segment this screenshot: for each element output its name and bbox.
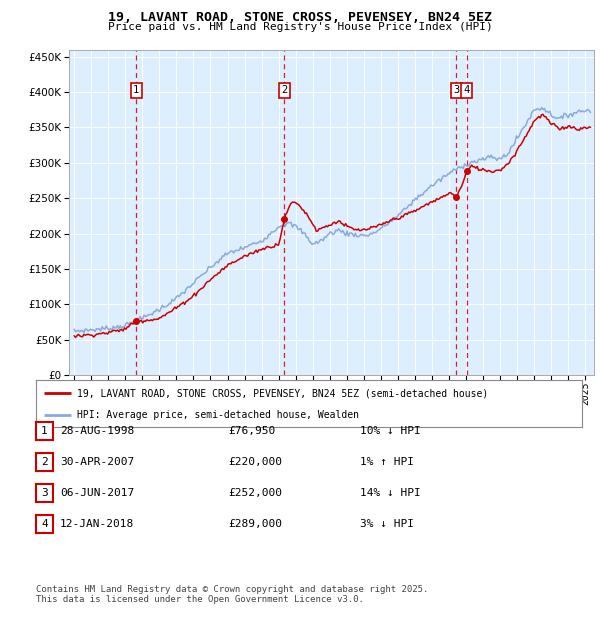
Text: £252,000: £252,000 [228,488,282,498]
Text: Price paid vs. HM Land Registry's House Price Index (HPI): Price paid vs. HM Land Registry's House … [107,22,493,32]
Text: £76,950: £76,950 [228,426,275,436]
Text: 4: 4 [464,86,470,95]
Text: 30-APR-2007: 30-APR-2007 [60,457,134,467]
Text: 2: 2 [41,457,48,467]
Text: 2: 2 [281,86,287,95]
Text: 19, LAVANT ROAD, STONE CROSS, PEVENSEY, BN24 5EZ: 19, LAVANT ROAD, STONE CROSS, PEVENSEY, … [108,11,492,24]
Text: 1: 1 [41,426,48,436]
Text: 3: 3 [453,86,460,95]
Text: 3: 3 [41,488,48,498]
Text: 28-AUG-1998: 28-AUG-1998 [60,426,134,436]
Text: 1: 1 [133,86,139,95]
Text: £289,000: £289,000 [228,519,282,529]
Text: 3% ↓ HPI: 3% ↓ HPI [360,519,414,529]
Text: £220,000: £220,000 [228,457,282,467]
Text: 06-JUN-2017: 06-JUN-2017 [60,488,134,498]
Text: HPI: Average price, semi-detached house, Wealden: HPI: Average price, semi-detached house,… [77,410,359,420]
Text: 10% ↓ HPI: 10% ↓ HPI [360,426,421,436]
Text: 19, LAVANT ROAD, STONE CROSS, PEVENSEY, BN24 5EZ (semi-detached house): 19, LAVANT ROAD, STONE CROSS, PEVENSEY, … [77,388,488,398]
Text: Contains HM Land Registry data © Crown copyright and database right 2025.
This d: Contains HM Land Registry data © Crown c… [36,585,428,604]
Text: 4: 4 [41,519,48,529]
Text: 12-JAN-2018: 12-JAN-2018 [60,519,134,529]
Text: 1% ↑ HPI: 1% ↑ HPI [360,457,414,467]
Text: 14% ↓ HPI: 14% ↓ HPI [360,488,421,498]
